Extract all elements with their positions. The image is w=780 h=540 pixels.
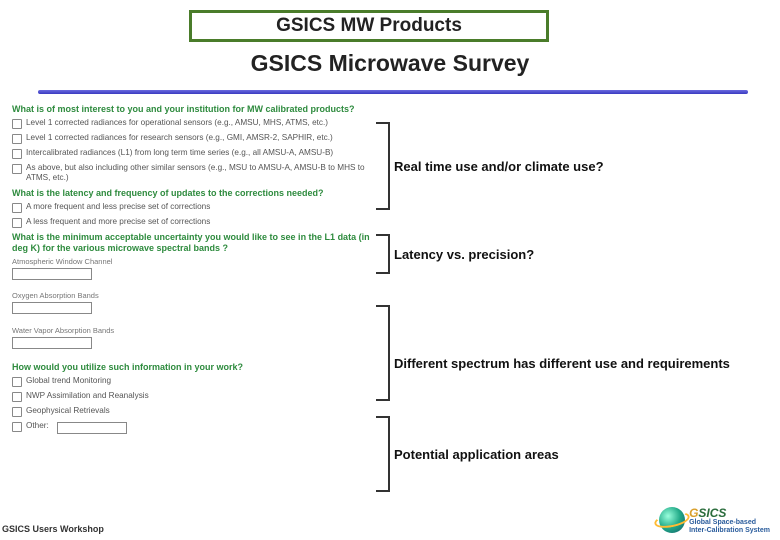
q2-opt-1[interactable]: A more frequent and less precise set of … [12,202,370,213]
logo-line1: Global Space-based [689,519,770,526]
question-1: What is of most interest to you and your… [12,104,370,116]
q1-opt-1[interactable]: Level 1 corrected radiances for operatio… [12,118,370,129]
question-2: What is the latency and frequency of upd… [12,188,370,200]
band-input-2[interactable] [12,302,92,314]
title-text: GSICS MW Products [276,15,462,37]
q1-opt-3[interactable]: Intercalibrated radiances (L1) from long… [12,148,370,159]
opt-label: Geophysical Retrievals [26,406,110,417]
page-subtitle: GSICS Microwave Survey [0,50,780,77]
q4-opt-1[interactable]: Global trend Monitoring [12,376,370,387]
gsics-logo: GSICS Global Space-based Inter-Calibrati… [659,507,770,534]
callout-3: Different spectrum has different use and… [394,356,730,371]
opt-label: Other: [26,421,49,432]
callout-2: Latency vs. precision? [394,247,534,262]
q4-opt-2[interactable]: NWP Assimilation and Reanalysis [12,391,370,402]
q2-opt-2[interactable]: A less frequent and more precise set of … [12,217,370,228]
title-banner: GSICS MW Products [189,10,549,42]
opt-label: As above, but also including other simil… [26,163,370,184]
footer-text: GSICS Users Workshop [2,524,104,534]
bracket-1 [376,122,390,210]
question-4: How would you utilize such information i… [12,362,370,374]
bracket-3 [376,305,390,401]
checkbox-icon[interactable] [12,203,22,213]
checkbox-icon[interactable] [12,164,22,174]
logo-text: GSICS Global Space-based Inter-Calibrati… [689,507,770,534]
band-label-1: Atmospheric Window Channel [12,257,370,267]
question-3: What is the minimum acceptable uncertain… [12,232,370,255]
opt-label: A more frequent and less precise set of … [26,202,210,213]
opt-label: NWP Assimilation and Reanalysis [26,391,149,402]
checkbox-icon[interactable] [12,392,22,402]
checkbox-icon[interactable] [12,422,22,432]
globe-icon [659,507,685,533]
opt-label: Global trend Monitoring [26,376,111,387]
horizontal-rule [38,90,748,94]
opt-label: Level 1 corrected radiances for operatio… [26,118,328,129]
opt-label: Intercalibrated radiances (L1) from long… [26,148,333,159]
callout-1: Real time use and/or climate use? [394,159,604,174]
opt-label: A less frequent and more precise set of … [26,217,210,228]
logo-brand: SICS [698,506,726,520]
bracket-4 [376,416,390,492]
checkbox-icon[interactable] [12,218,22,228]
bracket-2 [376,234,390,274]
logo-line2: Inter-Calibration System [689,527,770,534]
checkbox-icon[interactable] [12,407,22,417]
q4-opt-3[interactable]: Geophysical Retrievals [12,406,370,417]
checkbox-icon[interactable] [12,149,22,159]
checkbox-icon[interactable] [12,377,22,387]
other-input[interactable] [57,422,127,434]
checkbox-icon[interactable] [12,119,22,129]
callout-4: Potential application areas [394,447,559,462]
survey-panel: What is of most interest to you and your… [12,100,370,444]
q1-opt-4[interactable]: As above, but also including other simil… [12,163,370,184]
band-label-3: Water Vapor Absorption Bands [12,326,370,336]
opt-label: Level 1 corrected radiances for research… [26,133,333,144]
ring-icon [653,510,691,531]
checkbox-icon[interactable] [12,134,22,144]
q1-opt-2[interactable]: Level 1 corrected radiances for research… [12,133,370,144]
q4-opt-4[interactable]: Other: [12,421,370,440]
band-label-2: Oxygen Absorption Bands [12,291,370,301]
band-input-1[interactable] [12,268,92,280]
band-input-3[interactable] [12,337,92,349]
